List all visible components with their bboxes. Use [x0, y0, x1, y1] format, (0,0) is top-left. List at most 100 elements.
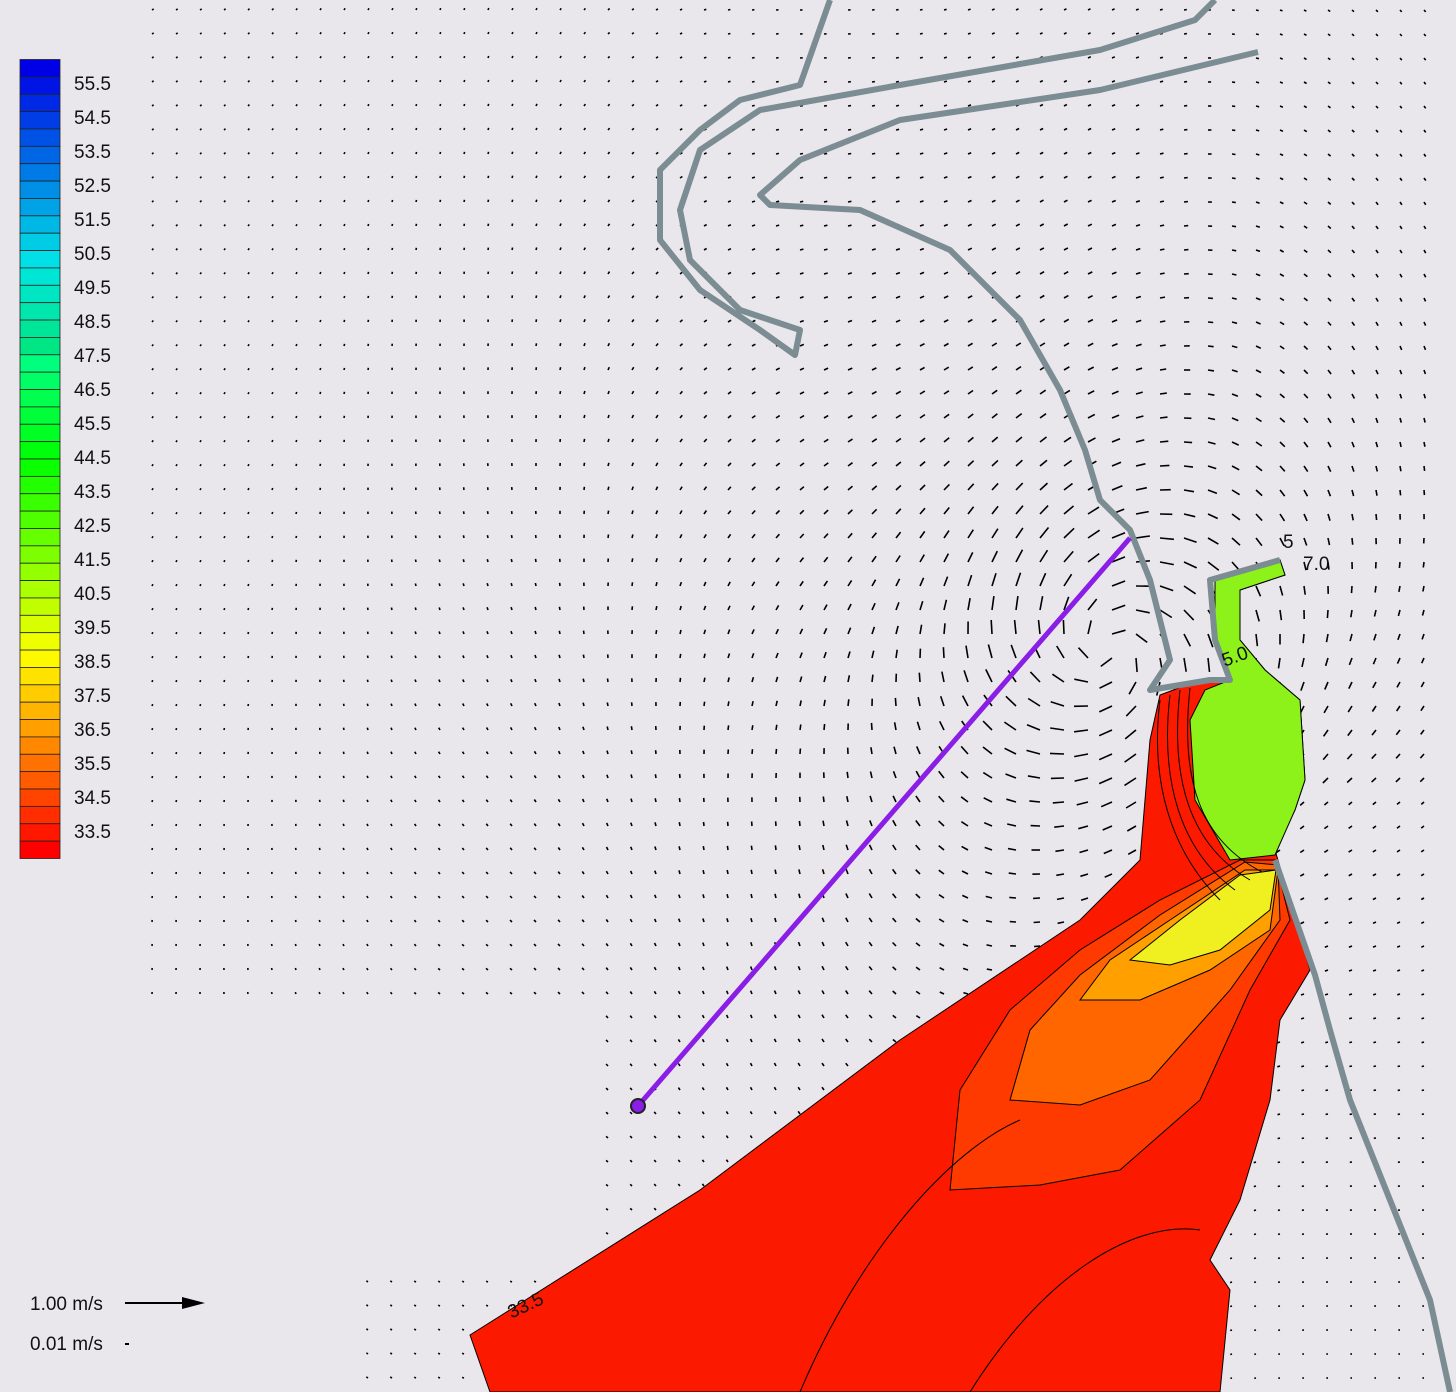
velocity-vector: [175, 272, 178, 275]
velocity-vector: [1351, 537, 1354, 545]
velocity-vector: [821, 941, 825, 947]
velocity-vector: [1015, 549, 1024, 563]
velocity-vector: [799, 176, 804, 179]
velocity-vector: [1375, 273, 1379, 278]
velocity-vector: [821, 1086, 825, 1091]
velocity-vector: [799, 296, 804, 299]
velocity-vector: [751, 271, 756, 275]
velocity-vector: [485, 967, 489, 971]
velocity-vector: [1080, 897, 1089, 901]
velocity-vector: [199, 655, 202, 659]
velocity-vector: [915, 893, 921, 899]
velocity-vector: [823, 509, 829, 515]
velocity-vector: [725, 966, 729, 971]
velocity-vector: [727, 32, 731, 35]
velocity-vector: [847, 367, 853, 371]
velocity-vector: [1372, 873, 1377, 877]
velocity-vector: [223, 128, 227, 131]
velocity-vector: [797, 1014, 801, 1019]
velocity-vector: [1159, 56, 1164, 59]
legend-label: 34.5: [74, 788, 111, 809]
velocity-vector: [1231, 345, 1238, 349]
velocity-vector: [365, 1280, 369, 1283]
velocity-vector: [1300, 921, 1305, 925]
velocity-vector: [1399, 369, 1403, 375]
velocity-vector: [727, 319, 732, 323]
velocity-vector: [703, 557, 707, 563]
velocity-vector: [247, 199, 250, 203]
legend-swatch: [19, 232, 61, 251]
velocity-vector: [679, 295, 684, 299]
velocity-vector: [1324, 945, 1329, 948]
velocity-vector: [654, 774, 657, 779]
velocity-vector: [1303, 417, 1309, 424]
velocity-vector: [703, 605, 707, 611]
velocity-vector: [1159, 200, 1165, 203]
velocity-vector: [461, 1376, 465, 1379]
velocity-vector: [871, 532, 878, 539]
legend-label: 35.5: [74, 754, 111, 775]
velocity-vector: [175, 703, 178, 707]
velocity-vector: [461, 943, 465, 947]
velocity-vector: [1231, 249, 1237, 252]
velocity-vector: [727, 343, 732, 347]
velocity-vector: [1063, 318, 1070, 323]
velocity-vector: [943, 576, 949, 587]
velocity-vector: [1303, 585, 1306, 595]
velocity-vector: [775, 652, 779, 659]
velocity-vector: [1063, 247, 1069, 251]
velocity-vector: [391, 223, 394, 227]
velocity-vector: [1111, 532, 1126, 539]
velocity-vector: [847, 414, 853, 419]
velocity-vector: [365, 1328, 369, 1331]
velocity-vector: [1395, 777, 1401, 783]
velocity-vector: [509, 967, 513, 971]
velocity-vector: [533, 919, 537, 923]
velocity-vector: [943, 483, 950, 491]
velocity-vector: [343, 175, 346, 179]
velocity-vector: [868, 1038, 873, 1043]
velocity-vector: [583, 31, 587, 35]
velocity-vector: [1015, 199, 1020, 203]
velocity-vector: [1349, 1017, 1353, 1020]
velocity-vector: [1277, 1161, 1281, 1164]
velocity-vector: [967, 597, 971, 611]
legend-label: 45.5: [74, 414, 111, 435]
velocity-vector: [1325, 1041, 1329, 1044]
velocity-vector: [367, 103, 370, 107]
velocity-vector: [679, 438, 683, 443]
velocity-vector: [892, 819, 897, 827]
transect-line[interactable]: [636, 536, 1132, 1108]
velocity-vector: [847, 462, 853, 467]
velocity-vector: [1015, 436, 1023, 443]
velocity-vector: [919, 271, 925, 275]
velocity-vector: [967, 552, 974, 563]
velocity-vector: [1303, 321, 1309, 326]
velocity-vector: [1255, 513, 1263, 522]
velocity-vector: [1372, 969, 1377, 972]
velocity-vector: [871, 295, 877, 299]
velocity-vector: [1399, 105, 1403, 109]
velocity-vector: [1300, 993, 1305, 996]
velocity-vector: [750, 869, 753, 875]
velocity-vector: [175, 559, 178, 563]
velocity-vector: [845, 965, 849, 971]
transect-point[interactable]: [630, 1098, 646, 1114]
velocity-vector: [343, 367, 346, 371]
velocity-vector: [1255, 585, 1262, 597]
velocity-vector: [726, 845, 729, 851]
velocity-vector: [1111, 461, 1122, 467]
velocity-vector: [919, 200, 924, 203]
velocity-vector: [487, 151, 490, 155]
velocity-vector: [607, 127, 611, 131]
velocity-vector: [1111, 103, 1116, 107]
velocity-vector: [1111, 151, 1116, 155]
velocity-vector: [1395, 729, 1401, 736]
velocity-vector: [967, 460, 975, 467]
velocity-vector: [846, 796, 849, 803]
velocity-vector: [391, 151, 394, 155]
velocity-vector: [247, 367, 250, 371]
velocity-vector: [727, 224, 732, 227]
velocity-vector: [390, 703, 393, 707]
velocity-vector: [175, 56, 179, 59]
